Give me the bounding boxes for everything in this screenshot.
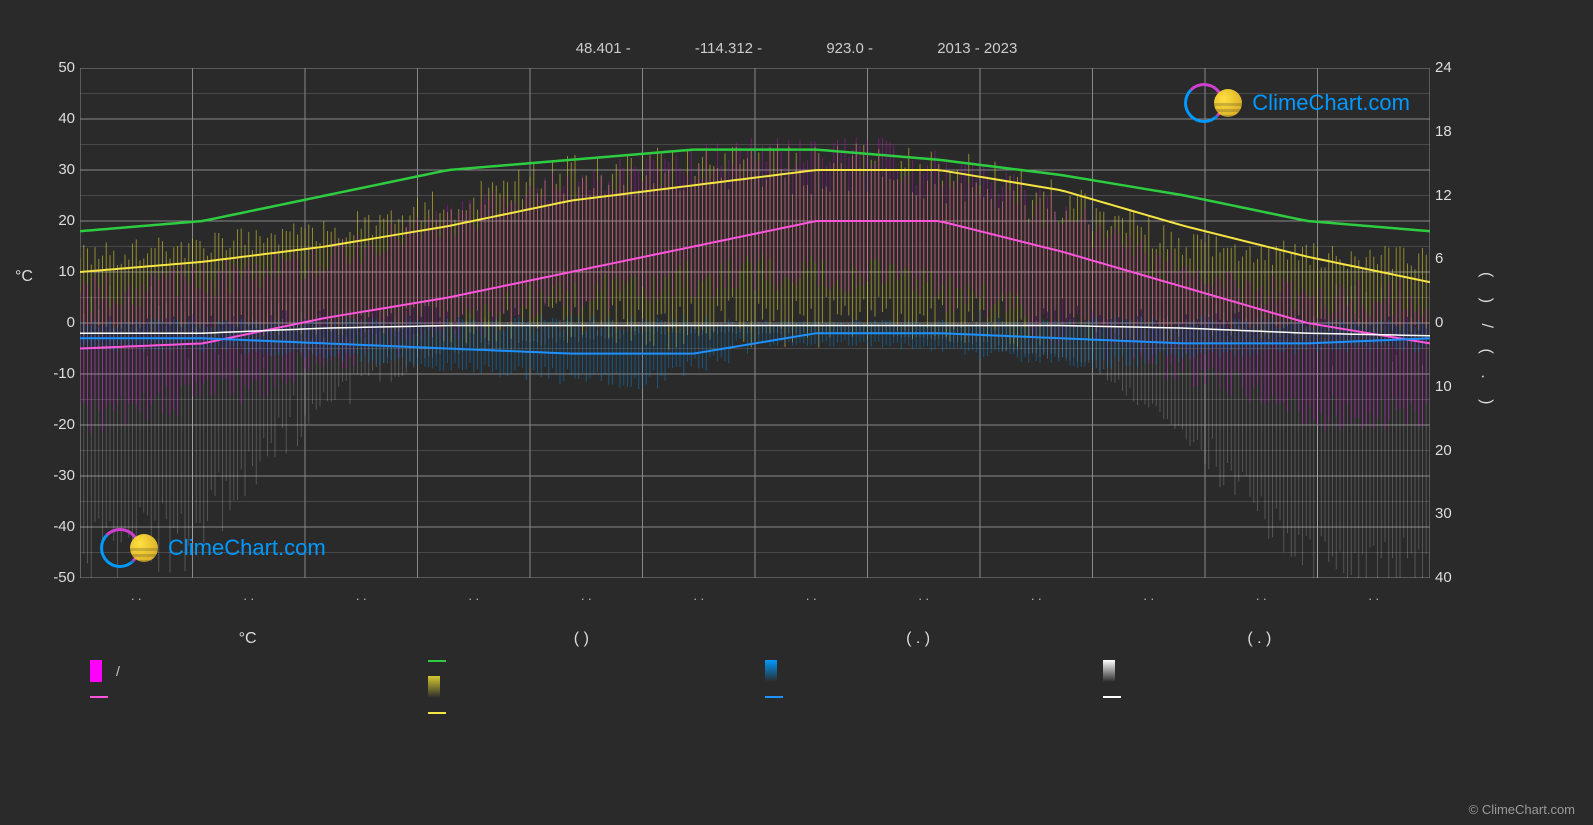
legend-item xyxy=(765,660,1093,682)
right-tick: 18 xyxy=(1435,123,1465,140)
legend-swatch xyxy=(428,712,446,714)
legend-header: ( ) xyxy=(574,630,589,648)
legend-header: ( . ) xyxy=(1247,630,1271,648)
month-label: . . xyxy=(806,588,817,603)
left-tick: 0 xyxy=(35,314,75,331)
legend-header: ( . ) xyxy=(906,630,930,648)
month-label: . . xyxy=(693,588,704,603)
left-tick: -40 xyxy=(35,518,75,535)
right-axis-label: ( ) / ( . ) xyxy=(1477,272,1495,412)
legend-swatch xyxy=(90,660,102,682)
chart-area: °C ( ) / ( . ) ClimeChart.com ClimeChart… xyxy=(80,68,1430,578)
years: 2013 - 2023 xyxy=(937,40,1017,57)
legend-label: / xyxy=(116,663,120,679)
legend-swatch xyxy=(1103,696,1121,698)
lat: 48.401 - xyxy=(576,40,631,57)
legend-swatch xyxy=(765,696,783,698)
legend-item xyxy=(1103,660,1431,682)
legend-item xyxy=(428,712,756,714)
elev: 923.0 - xyxy=(826,40,873,57)
right-tick: 40 xyxy=(1435,569,1465,586)
right-tick: 30 xyxy=(1435,505,1465,522)
right-tick: 6 xyxy=(1435,250,1465,267)
legend-header: °C xyxy=(239,630,257,648)
legend-swatch xyxy=(765,660,777,682)
legend-item xyxy=(765,696,1093,698)
right-tick: 24 xyxy=(1435,59,1465,76)
legend-swatch xyxy=(428,676,440,698)
month-label: . . xyxy=(1368,588,1379,603)
month-label: . . xyxy=(918,588,929,603)
month-label: . . xyxy=(1143,588,1154,603)
legend-item: / xyxy=(90,660,418,682)
month-label: . . xyxy=(131,588,142,603)
legend-swatch xyxy=(90,696,108,698)
month-label: . . xyxy=(356,588,367,603)
legend-item xyxy=(428,660,756,662)
month-label: . . xyxy=(243,588,254,603)
left-tick: 20 xyxy=(35,212,75,229)
left-tick: 10 xyxy=(35,263,75,280)
chart-svg xyxy=(80,68,1430,578)
left-axis-unit: °C xyxy=(15,268,33,286)
right-tick: 0 xyxy=(1435,314,1465,331)
copyright: © ClimeChart.com xyxy=(1469,802,1575,817)
header-info: 48.401 - -114.312 - 923.0 - 2013 - 2023 xyxy=(0,40,1593,57)
left-tick: -20 xyxy=(35,416,75,433)
right-tick: 20 xyxy=(1435,442,1465,459)
right-tick: 10 xyxy=(1435,378,1465,395)
right-tick: 12 xyxy=(1435,187,1465,204)
left-tick: -30 xyxy=(35,467,75,484)
left-tick: 30 xyxy=(35,161,75,178)
legend-swatch xyxy=(1103,660,1115,682)
month-label: . . xyxy=(581,588,592,603)
legend-swatch xyxy=(428,660,446,662)
month-label: . . xyxy=(468,588,479,603)
legend-item xyxy=(1103,696,1431,698)
legend-headers: °C ( ) ( . ) ( . ) xyxy=(80,630,1430,648)
legend-items: / xyxy=(80,660,1430,714)
legend-item xyxy=(428,676,756,698)
month-label: . . xyxy=(1031,588,1042,603)
left-tick: -50 xyxy=(35,569,75,586)
month-label: . . xyxy=(1256,588,1267,603)
left-tick: 40 xyxy=(35,110,75,127)
legend-item xyxy=(90,696,418,698)
left-tick: -10 xyxy=(35,365,75,382)
lon: -114.312 - xyxy=(695,40,762,57)
left-tick: 50 xyxy=(35,59,75,76)
